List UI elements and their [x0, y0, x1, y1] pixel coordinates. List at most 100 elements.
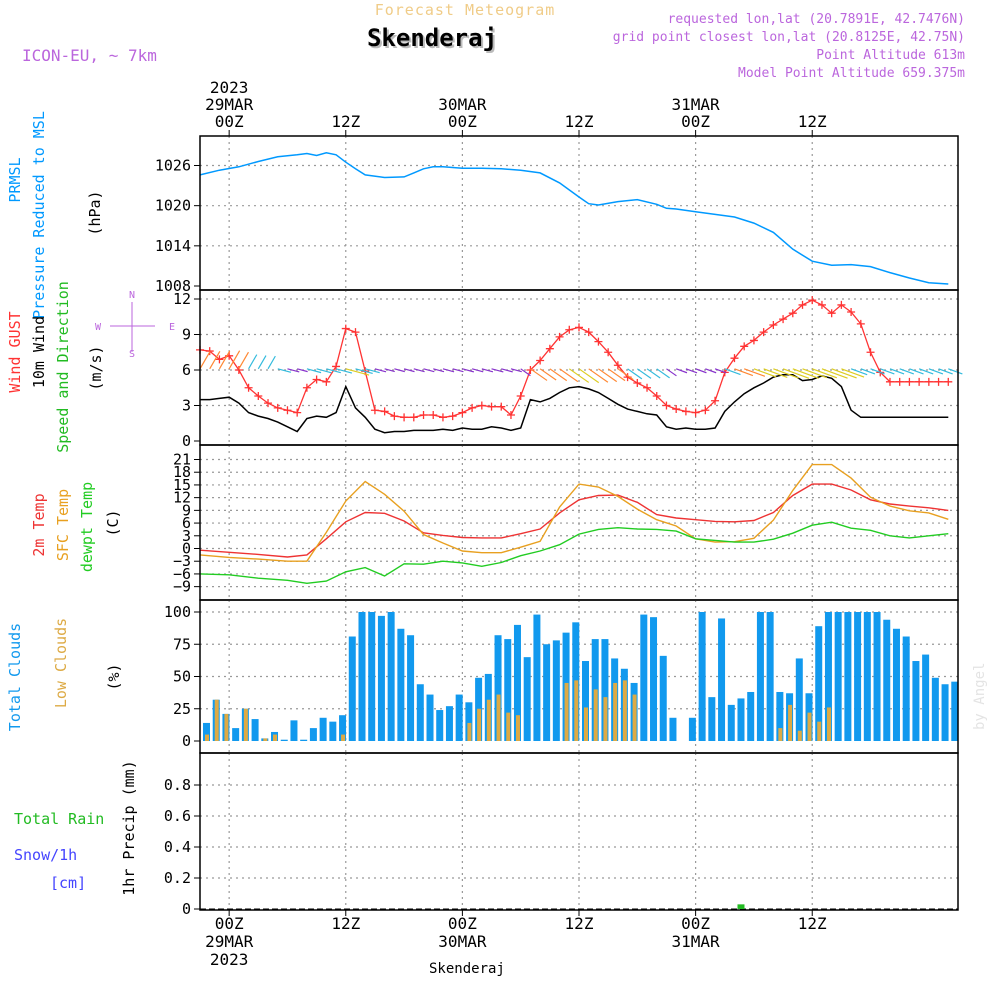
grid-point-coords: grid point closest lon,lat (20.8125E, 42…	[613, 30, 965, 45]
low-cloud-bar	[622, 680, 627, 741]
wind-direction-arrow	[850, 368, 868, 376]
gust-point	[730, 354, 739, 363]
pressure-ytick-label-2: 1020	[155, 197, 191, 215]
wind-direction-arrow	[666, 368, 677, 377]
wind-direction-arrow	[782, 368, 810, 379]
wind-panel-frame	[199, 289, 959, 446]
total-cloud-bar	[523, 657, 531, 741]
gust-point	[759, 328, 768, 337]
top-time-label: 12Z	[331, 112, 360, 131]
wind-direction-arrow	[656, 368, 670, 379]
wind-direction-arrow	[685, 368, 698, 374]
wind-direction-arrow	[889, 368, 905, 375]
wind-direction-arrow	[257, 355, 267, 370]
gust-point	[273, 403, 282, 412]
bottom-time-label: 2023	[210, 950, 249, 969]
gust-point	[215, 355, 224, 364]
gust-point	[769, 321, 778, 330]
precip-legend-1: Snow/1h	[14, 846, 77, 864]
gust-point	[506, 410, 515, 419]
gust-point	[244, 383, 253, 392]
temperature-ytick-label-5: 6	[182, 514, 191, 532]
total-cloud-bar	[601, 639, 609, 741]
wind-direction-arrow	[724, 368, 741, 376]
wind-direction-arrow	[831, 368, 857, 379]
wind-ytick-label-4: 12	[173, 290, 191, 308]
gust-point	[924, 377, 933, 386]
clouds-ytick-label-1: 25	[173, 700, 191, 718]
top-time-label: 31MAR	[672, 95, 721, 114]
total-cloud-bar	[669, 717, 677, 741]
total-cloud-bar	[504, 639, 512, 741]
top-time-label: 00Z	[448, 112, 477, 131]
gust-point	[711, 396, 720, 405]
low-cloud-bar	[214, 699, 219, 741]
gust-point	[934, 377, 943, 386]
wind-direction-arrow	[899, 368, 914, 375]
gust-point	[283, 406, 292, 415]
wind-direction-arrow	[549, 368, 568, 382]
gust-point	[487, 402, 496, 411]
total-cloud-bar	[358, 612, 366, 741]
wind-direction-arrow	[646, 368, 661, 379]
total-cloud-bar	[941, 684, 949, 741]
gust-point	[817, 300, 826, 309]
wind-direction-arrow	[870, 368, 885, 375]
gust-point	[594, 337, 603, 346]
total-cloud-bar	[766, 612, 774, 741]
gust-point	[468, 403, 477, 412]
total-cloud-bar	[203, 722, 210, 741]
wind-direction-arrow	[841, 368, 865, 378]
low-cloud-bar	[506, 712, 511, 741]
wind-direction-arrow	[607, 368, 626, 382]
wind-direction-arrow	[617, 368, 634, 381]
total-cloud-bar	[290, 720, 298, 741]
gust-point	[837, 300, 846, 309]
wind-direction-arrow	[860, 368, 876, 375]
total-cloud-bar	[776, 691, 784, 741]
wind-direction-arrow	[501, 368, 513, 373]
top-time-label: 30MAR	[438, 95, 487, 114]
low-cloud-bar	[574, 680, 579, 741]
gust-point	[672, 405, 681, 414]
gust-point	[302, 383, 311, 392]
gust-point	[264, 399, 273, 408]
total-cloud-bar	[251, 719, 259, 741]
gust-point	[516, 392, 525, 401]
gust-point	[584, 328, 593, 337]
gust-point	[749, 336, 758, 345]
wind-direction-arrow	[539, 368, 557, 381]
bottom-time-label: 31MAR	[672, 932, 721, 951]
temperature-ytick-label-3: 0	[182, 540, 191, 558]
compass-n: N	[129, 290, 135, 301]
total-cloud-bar	[329, 721, 337, 741]
low-cloud-bar	[273, 734, 278, 741]
wind-direction-arrow	[627, 368, 643, 380]
low-cloud-bar	[224, 713, 229, 741]
gust-point	[895, 377, 904, 386]
gust-point	[575, 323, 583, 332]
total-cloud-bar	[795, 658, 803, 741]
wind-direction-arrow	[355, 368, 373, 375]
total-cloud-bar	[659, 655, 667, 741]
total-cloud-bar	[582, 661, 589, 741]
gust-point	[613, 361, 622, 370]
wind-direction-arrow	[248, 354, 258, 370]
temp-label-sfc: SFC Temp	[54, 489, 72, 561]
gust-point	[662, 401, 671, 410]
wind-direction-arrow	[948, 368, 963, 375]
gust-point	[779, 315, 788, 324]
total-cloud-bar	[892, 628, 900, 741]
wind-direction-arrow	[588, 368, 609, 383]
low-cloud-bar	[807, 712, 812, 741]
total-cloud-bar	[407, 635, 415, 741]
low-cloud-bar	[797, 730, 802, 741]
total-cloud-bar	[688, 717, 696, 741]
low-cloud-bar	[341, 734, 346, 741]
gust-point	[740, 342, 749, 351]
total-cloud-bar	[747, 691, 755, 741]
wind-ytick-label-1: 3	[182, 397, 191, 415]
top-year-label: 2023	[210, 78, 249, 97]
total-cloud-bar	[834, 612, 842, 741]
precip-ytick-label-1: 0.2	[164, 869, 191, 887]
